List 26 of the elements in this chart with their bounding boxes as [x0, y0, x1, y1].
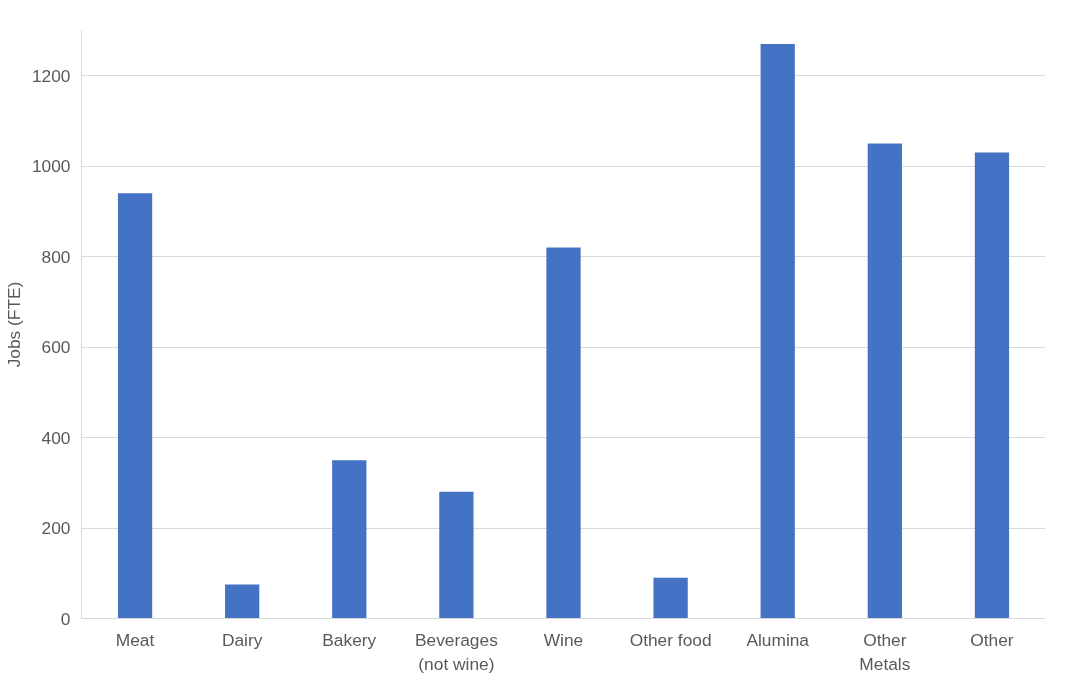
bar	[546, 247, 581, 619]
x-tick-label: Meat	[115, 629, 155, 650]
x-tick-label: Dairy	[221, 629, 263, 650]
y-tick-label: 800	[41, 246, 71, 267]
y-axis-title: Jobs (FTE)	[3, 281, 24, 368]
y-tick-label: 1000	[31, 156, 71, 177]
bar	[439, 491, 474, 619]
bar	[653, 577, 688, 619]
x-tick-label: Bakery	[322, 629, 377, 650]
y-tick-label: 1200	[31, 65, 71, 86]
y-tick-label: 200	[41, 518, 71, 539]
x-tick-label: Wine	[543, 629, 584, 650]
y-tick-label: 0	[60, 608, 71, 629]
x-tick-label: Other food	[629, 629, 712, 650]
x-tick-label: Other	[970, 629, 1014, 650]
bar	[760, 44, 795, 619]
bar	[974, 152, 1010, 619]
bar	[867, 143, 902, 619]
x-tick-label: Other Metals	[859, 629, 911, 674]
x-tick-label: Alumina	[746, 629, 810, 650]
bar	[117, 193, 153, 619]
bar	[332, 460, 367, 619]
bar	[225, 584, 260, 619]
x-tick-label: Beverages (not wine)	[414, 629, 499, 674]
y-tick-label: 400	[41, 427, 71, 448]
y-tick-label: 600	[41, 337, 71, 358]
